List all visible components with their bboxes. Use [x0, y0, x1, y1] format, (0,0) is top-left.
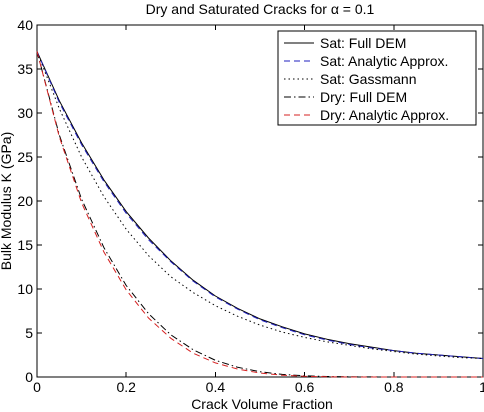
x-tick-label: 0	[33, 379, 41, 395]
y-tick-label: 10	[17, 281, 33, 297]
y-tick-label: 40	[17, 17, 33, 33]
y-tick-label: 5	[25, 325, 33, 341]
x-tick-label: 1	[479, 379, 484, 395]
legend-label: Dry: Full DEM	[320, 89, 407, 105]
series-line	[36, 51, 484, 359]
chart-title: Dry and Saturated Cracks for α = 0.1	[146, 1, 375, 17]
legend-label: Sat: Analytic Approx.	[320, 53, 448, 69]
y-tick-label: 25	[17, 149, 33, 165]
series-layer	[36, 51, 484, 378]
legend-label: Sat: Full DEM	[320, 35, 406, 51]
legend-box	[277, 30, 477, 126]
y-axis-label: Bulk Modulus K (GPa)	[0, 132, 14, 271]
y-tick-label: 20	[17, 193, 33, 209]
series-line	[36, 51, 483, 378]
x-tick-label: 0.6	[295, 379, 315, 395]
series-line	[36, 51, 484, 359]
x-axis-label: Crack Volume Fraction	[191, 396, 333, 412]
legend-items: Sat: Full DEM Sat: Analytic Approx. Sat: G…	[284, 35, 449, 123]
x-tick-label: 0.4	[206, 379, 226, 395]
x-tick-label: 0.8	[384, 379, 404, 395]
y-tick-label: 35	[17, 61, 33, 77]
y-tick-label: 30	[17, 105, 33, 121]
legend: Sat: Full DEM Sat: Analytic Approx. Sat: G…	[277, 30, 477, 126]
legend-label: Sat: Gassmann	[320, 71, 417, 87]
y-tick-label: 15	[17, 237, 33, 253]
y-tick-label: 0	[25, 369, 33, 385]
legend-label: Dry: Analytic Approx.	[320, 107, 449, 123]
x-tick-label: 0.2	[116, 379, 136, 395]
